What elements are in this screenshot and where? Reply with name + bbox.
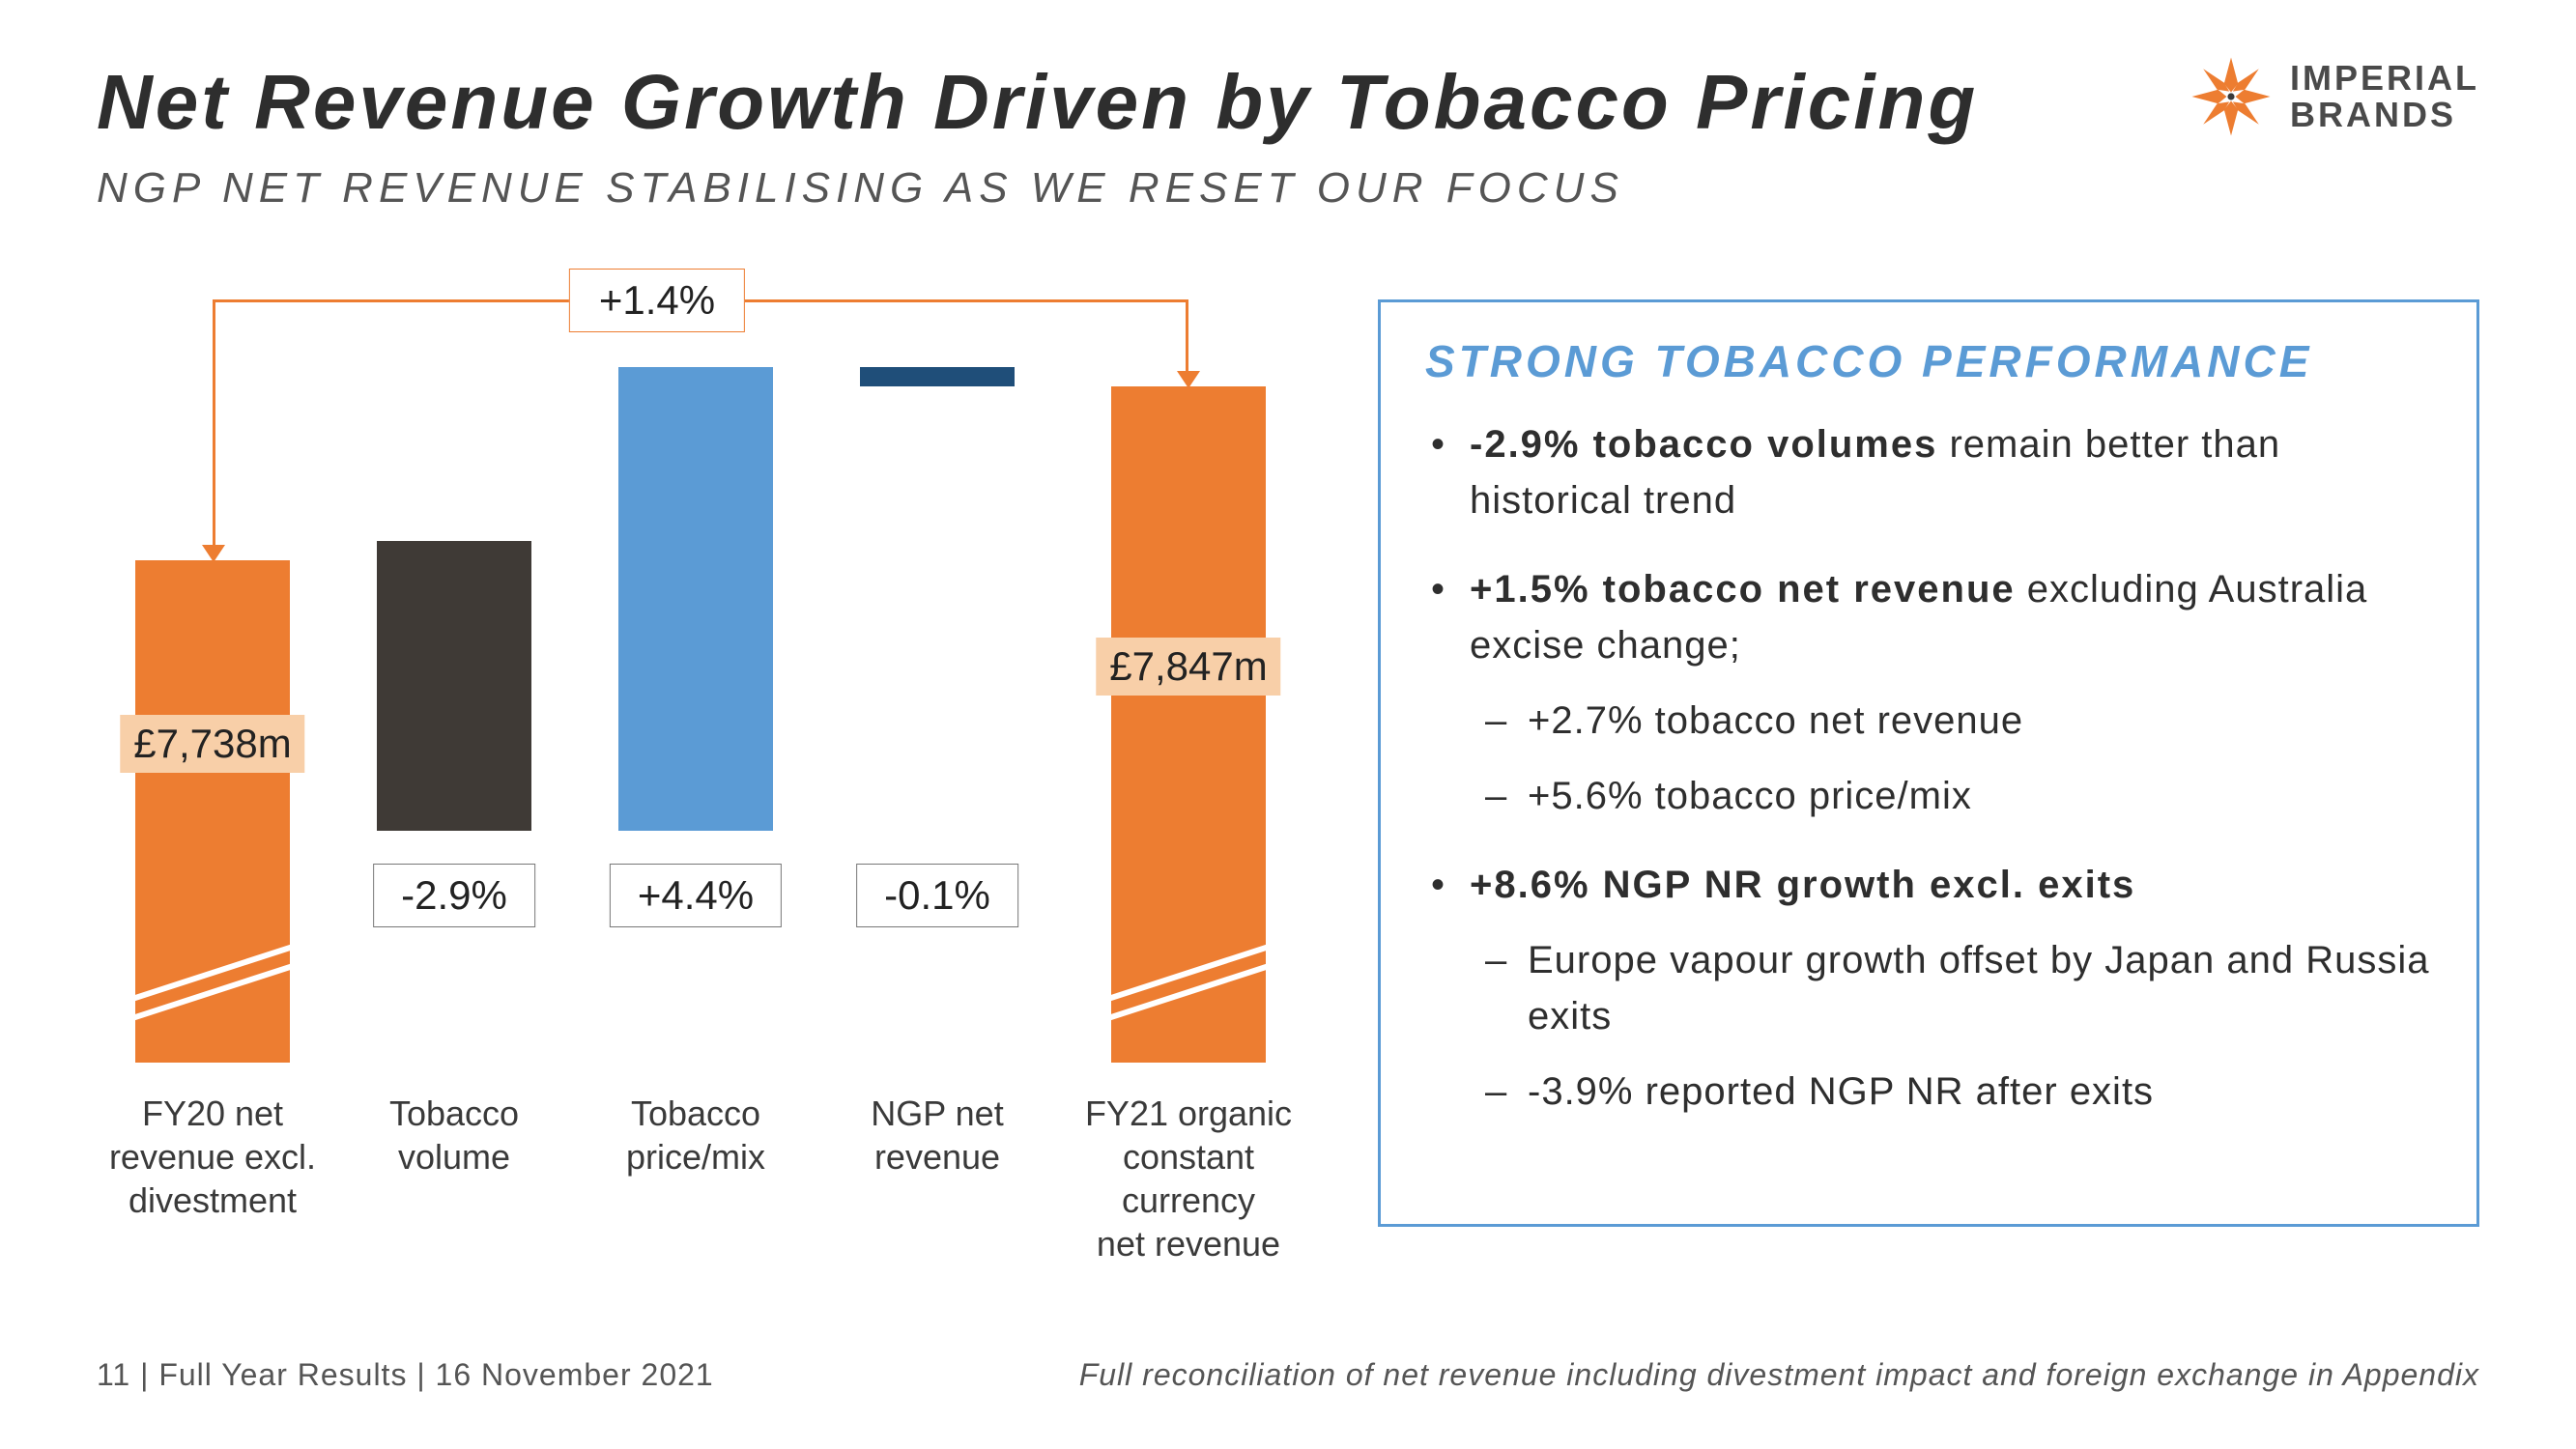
sub-bullet-item: +2.7% tobacco net revenue [1470, 693, 2432, 749]
bullet-bold: +8.6% NGP NR growth excl. exits [1470, 864, 2135, 906]
x-label-fy20: FY20 netrevenue excl.divestment [92, 1092, 333, 1222]
page-title: Net Revenue Growth Driven by Tobacco Pri… [97, 58, 2479, 147]
value-badge-fy20: £7,738m [120, 715, 304, 773]
bar-fy21 [1111, 386, 1266, 1063]
asterisk-icon [2188, 53, 2275, 140]
bar-fy20 [135, 560, 290, 1063]
bracket-left-line [213, 299, 215, 547]
logo-line1: IMPERIAL [2290, 60, 2479, 97]
panel-bullets: -2.9% tobacco volumes remain better than… [1425, 416, 2432, 1120]
bar-ngp [860, 367, 1015, 386]
value-badge-fy21: £7,847m [1096, 638, 1280, 696]
slide: Net Revenue Growth Driven by Tobacco Pri… [0, 0, 2576, 1449]
x-label-tob_vol: Tobaccovolume [333, 1092, 575, 1179]
bracket-label: +1.4% [569, 269, 745, 332]
logo-line2: BRANDS [2290, 97, 2479, 133]
bar-tob_vol [377, 541, 531, 831]
footer-left: 11 | Full Year Results | 16 November 202… [97, 1357, 714, 1393]
sub-bullet-item: +5.6% tobacco price/mix [1470, 768, 2432, 824]
bullet-item: +1.5% tobacco net revenue excluding Aust… [1425, 561, 2432, 824]
pct-box-ngp: -0.1% [856, 864, 1018, 927]
waterfall-chart: +1.4%£7,738m-2.9%+4.4%-0.1%£7,847m FY20 … [97, 290, 1314, 1256]
bar-tob_price [618, 367, 773, 831]
bullet-bold: +1.5% tobacco net revenue [1470, 568, 2016, 611]
bracket-right-line [1186, 299, 1188, 373]
panel-title: STRONG TOBACCO PERFORMANCE [1425, 335, 2432, 387]
x-label-tob_price: Tobaccoprice/mix [575, 1092, 816, 1179]
brand-logo: IMPERIAL BRANDS [2188, 53, 2479, 140]
sub-bullet-item: -3.9% reported NGP NR after exits [1470, 1064, 2432, 1120]
sub-bullets: Europe vapour growth offset by Japan and… [1470, 932, 2432, 1120]
info-panel: STRONG TOBACCO PERFORMANCE -2.9% tobacco… [1378, 299, 2479, 1227]
bullet-item: +8.6% NGP NR growth excl. exits Europe va… [1425, 857, 2432, 1120]
page-subtitle: NGP NET REVENUE STABILISING AS WE RESET … [97, 164, 2479, 213]
footer-right: Full reconciliation of net revenue inclu… [1079, 1357, 2479, 1393]
x-label-ngp: NGP netrevenue [816, 1092, 1058, 1179]
bullet-item: -2.9% tobacco volumes remain better than… [1425, 416, 2432, 528]
sub-bullets: +2.7% tobacco net revenue +5.6% tobacco p… [1470, 693, 2432, 824]
chart-canvas: +1.4%£7,738m-2.9%+4.4%-0.1%£7,847m [97, 290, 1314, 1063]
header: Net Revenue Growth Driven by Tobacco Pri… [97, 58, 2479, 213]
x-label-fy21: FY21 organicconstant currencynet revenue [1068, 1092, 1309, 1265]
sub-bullet-item: Europe vapour growth offset by Japan and… [1470, 932, 2432, 1044]
bullet-bold: -2.9% tobacco volumes [1470, 423, 1937, 466]
logo-text: IMPERIAL BRANDS [2290, 60, 2479, 133]
pct-box-tob_price: +4.4% [610, 864, 782, 927]
pct-box-tob_vol: -2.9% [373, 864, 535, 927]
